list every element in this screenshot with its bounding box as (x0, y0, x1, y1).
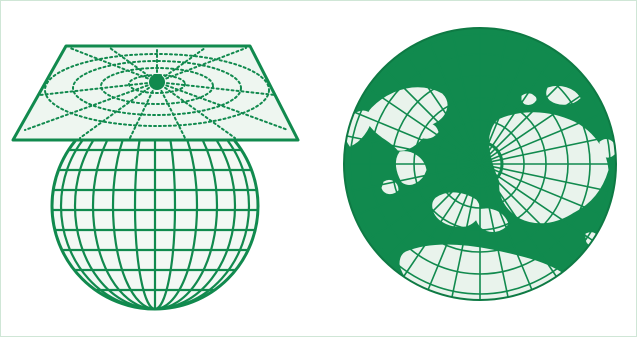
map-graticule (344, 28, 616, 300)
polar-cap-circle (456, 140, 504, 188)
polar-azimuthal-map-icon (343, 27, 617, 301)
globe (50, 101, 260, 311)
plane-pole-point (149, 74, 165, 90)
globe-graticule (52, 103, 258, 309)
map-outline (343, 27, 617, 301)
plane-dotted-graticule (24, 47, 289, 139)
continents (345, 85, 616, 300)
projection-plane (11, 44, 300, 142)
globe-with-projection-plane-icon (11, 44, 300, 311)
